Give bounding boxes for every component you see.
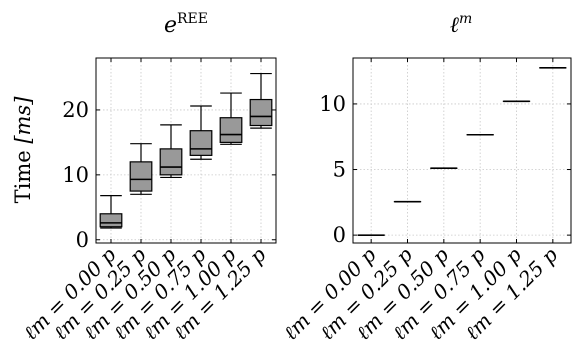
box-body <box>99 213 123 228</box>
box-3 <box>189 105 213 160</box>
box-1 <box>129 143 153 195</box>
box-4 <box>219 92 243 145</box>
y-tick-label: 10 <box>319 92 346 116</box>
y-tick-label: 10 <box>62 163 89 187</box>
y-tick-label: 0 <box>76 228 89 252</box>
chart-title-superscript: m <box>459 11 472 27</box>
chart-title-superscript: REE <box>177 11 208 27</box>
y-axis-label-text: Time <box>11 144 35 204</box>
chart-title-main: e <box>164 13 177 38</box>
box-body <box>129 161 153 192</box>
chart-title: ℓm <box>450 11 472 38</box>
y-tick-label: 0 <box>333 223 346 247</box>
y-tick-label: 20 <box>62 98 89 122</box>
chart-title-main: ℓ <box>450 13 460 38</box>
box-0 <box>99 195 123 229</box>
box-body <box>219 117 243 143</box>
box-2 <box>159 124 183 179</box>
y-axis-label-unit: [ms] <box>11 96 35 144</box>
axis-frame <box>95 57 277 244</box>
box-body <box>159 148 183 176</box>
y-axis-label: Time [ms] <box>11 96 35 204</box>
box-body <box>249 98 273 127</box>
box-5 <box>249 72 273 129</box>
box-body <box>189 130 213 156</box>
y-tick-label: 5 <box>333 158 346 182</box>
axis-frame <box>352 57 572 244</box>
chart-title: eREE <box>164 11 208 38</box>
